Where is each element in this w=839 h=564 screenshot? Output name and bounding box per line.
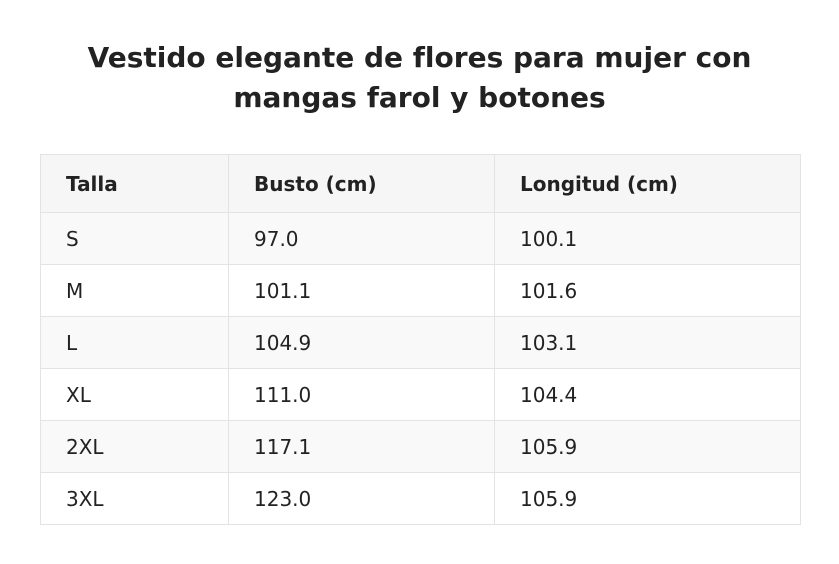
column-header: Talla: [40, 154, 229, 213]
table-row: L 104.9 103.1: [40, 316, 801, 369]
table-cell: 123.0: [228, 472, 495, 525]
table-cell: XL: [40, 368, 229, 421]
table-row: S 97.0 100.1: [40, 212, 801, 265]
column-header: Longitud (cm): [494, 154, 801, 213]
size-table: Talla Busto (cm) Longitud (cm) S 97.0 100.1 M…: [40, 154, 801, 525]
table-cell: 101.1: [228, 264, 495, 317]
table-cell: 100.1: [494, 212, 801, 265]
table-cell: S: [40, 212, 229, 265]
table-cell: 111.0: [228, 368, 495, 421]
column-header: Busto (cm): [228, 154, 495, 213]
table-cell: 2XL: [40, 420, 229, 473]
table-cell: 104.9: [228, 316, 495, 369]
header-row: Talla Busto (cm) Longitud (cm): [40, 154, 801, 213]
table-cell: 103.1: [494, 316, 801, 369]
title: Vestido elegante de flores para mujer co…: [87, 41, 752, 114]
table-cell: 97.0: [228, 212, 495, 265]
table-cell: L: [40, 316, 229, 369]
table-cell: 105.9: [494, 420, 801, 473]
table-row: 2XL 117.1 105.9: [40, 420, 801, 473]
table-cell: 117.1: [228, 420, 495, 473]
table-body: S 97.0 100.1 M 101.1 101.6 L 104.9 103.1 XL 111.0 1…: [40, 212, 801, 525]
table-cell: 104.4: [494, 368, 801, 421]
table-head: Talla Busto (cm) Longitud (cm): [40, 154, 801, 213]
table-cell: 101.6: [494, 264, 801, 317]
table-cell: M: [40, 264, 229, 317]
table-row: 3XL 123.0 105.9: [40, 472, 801, 525]
table-cell: 105.9: [494, 472, 801, 525]
table-row: XL 111.0 104.4: [40, 368, 801, 421]
table-row: M 101.1 101.6: [40, 264, 801, 317]
table-cell: 3XL: [40, 472, 229, 525]
